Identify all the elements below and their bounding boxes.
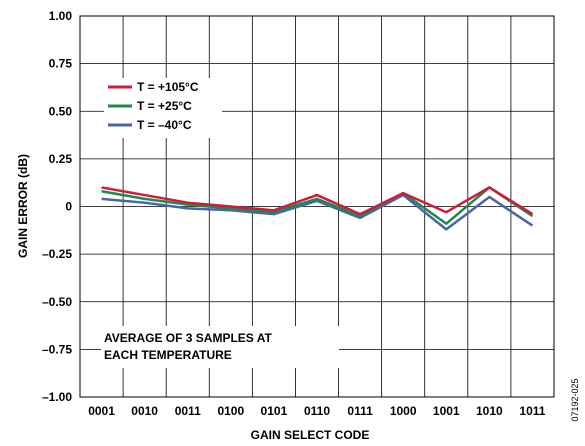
y-tick-label: –1.00 [42, 390, 72, 404]
series-line [101, 186, 534, 216]
y-tick-label: 0.75 [49, 57, 73, 71]
series-lines [101, 186, 534, 231]
x-axis-title: GAIN SELECT CODE [251, 428, 370, 442]
y-tick-label: 1.00 [49, 9, 73, 23]
y-tick-label: 0 [65, 200, 72, 214]
annotation-line-1: AVERAGE OF 3 SAMPLES AT [104, 331, 272, 345]
series-line [101, 193, 534, 231]
plot-frame [79, 15, 555, 398]
x-tick-label: 1011 [519, 404, 545, 418]
y-tick-label: –0.50 [42, 295, 72, 309]
x-tick-label: 0010 [131, 404, 158, 418]
x-tick-label: 0110 [304, 404, 330, 418]
y-tick-label: 0.25 [49, 152, 73, 166]
legend-label: T = +105°C [137, 80, 199, 94]
x-tick-label: 0100 [217, 404, 244, 418]
y-tick-label: 0.50 [49, 104, 73, 118]
y-axis-ticks: 1.00 0.75 0.50 0.25 0 –0.25 –0.50 –0.75 –1.00 [42, 9, 72, 404]
x-tick-label: 1010 [476, 404, 503, 418]
x-tick-label: 0001 [88, 404, 115, 418]
y-axis-title: GAIN ERROR (dB) [16, 154, 30, 258]
y-tick-label: –0.25 [42, 247, 72, 261]
x-tick-label: 0011 [175, 404, 201, 418]
x-tick-label: 1001 [433, 404, 460, 418]
series-line [101, 186, 534, 225]
x-axis-ticks: 0001 0010 0011 0100 0101 0110 0111 1000 1001 1010… [88, 404, 546, 418]
x-tick-label: 1000 [390, 404, 417, 418]
legend-label: T = –40°C [137, 118, 192, 132]
legend: T = +105°C T = +25°C T = –40°C [104, 78, 222, 138]
annotation: AVERAGE OF 3 SAMPLES AT EACH TEMPERATURE [101, 326, 339, 368]
figure-id: 07192-025 [570, 378, 580, 421]
legend-label: T = +25°C [137, 99, 192, 113]
x-tick-label: 0111 [347, 404, 373, 418]
y-tick-label: –0.75 [42, 342, 72, 356]
annotation-line-2: EACH TEMPERATURE [104, 348, 232, 362]
x-tick-label: 0101 [261, 404, 288, 418]
